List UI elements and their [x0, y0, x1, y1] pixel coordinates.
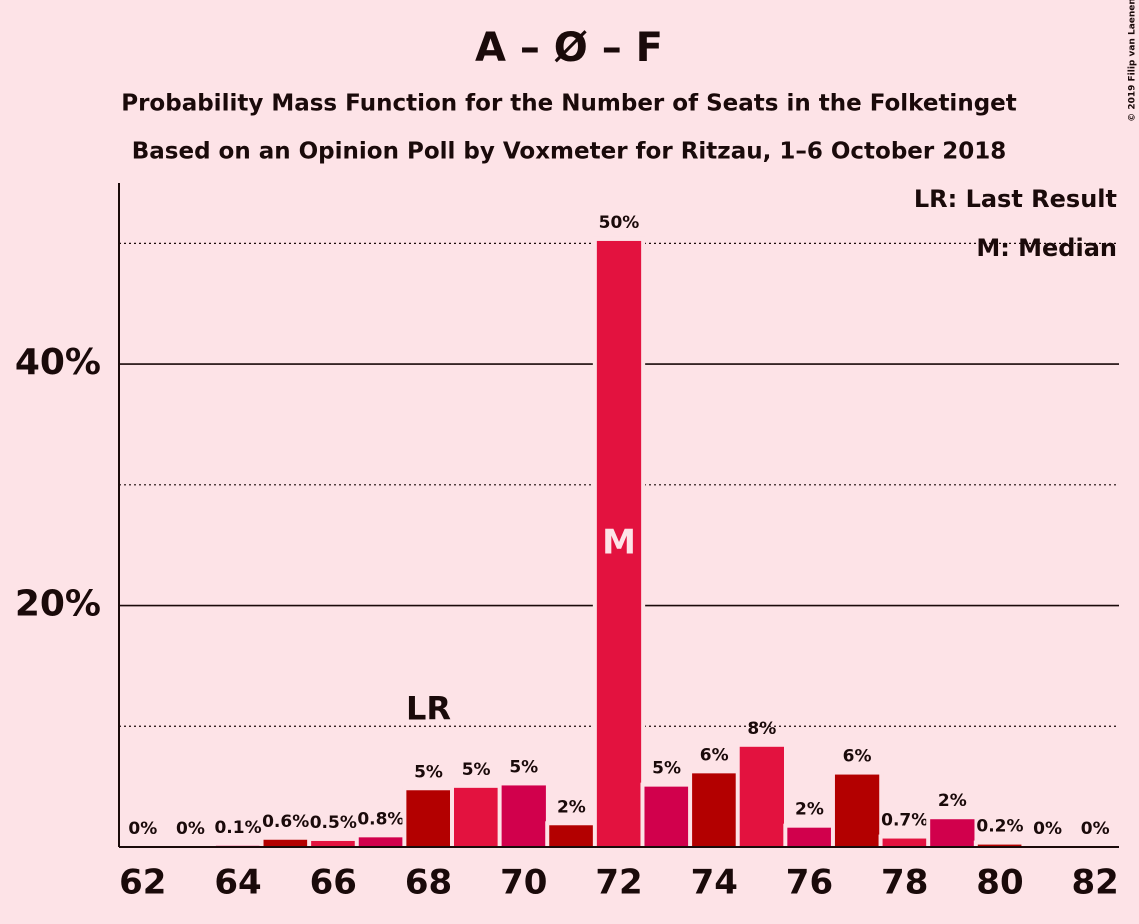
legend-entry: LR: Last Result [914, 185, 1117, 213]
x-tick-label: 66 [310, 863, 357, 903]
bar [454, 787, 499, 847]
value-label: 5% [652, 759, 681, 779]
x-tick-label: 74 [691, 863, 738, 903]
value-label: 0.6% [262, 812, 309, 832]
x-tick-label: 80 [976, 863, 1023, 903]
value-label: 5% [462, 760, 491, 780]
value-label: 2% [795, 800, 824, 820]
bar-gap [211, 841, 265, 847]
bar [549, 825, 594, 847]
bar [263, 839, 308, 847]
value-label: 0.8% [357, 809, 404, 829]
value-label: 0.7% [881, 811, 928, 831]
bar [644, 786, 689, 847]
median-marker: M [602, 522, 636, 562]
y-tick-label: 40% [15, 342, 101, 383]
bar-gap [164, 843, 217, 847]
bar [882, 838, 927, 847]
value-label: 0% [176, 819, 205, 839]
x-tick-label: 64 [214, 863, 261, 903]
bar [692, 773, 737, 847]
bar-gap [1021, 843, 1074, 847]
x-tick-label: 68 [405, 863, 452, 903]
value-label: 2% [557, 797, 586, 817]
legend-entry: M: Median [976, 234, 1117, 262]
bar [739, 746, 784, 847]
bar [787, 827, 832, 847]
x-tick-label: 72 [595, 863, 642, 903]
bar-gap [116, 843, 169, 847]
value-label: 50% [599, 213, 640, 233]
value-label: 2% [938, 791, 967, 811]
value-label: 0.5% [310, 813, 357, 833]
value-label: 0% [1081, 819, 1110, 839]
bar [501, 785, 546, 847]
x-tick-label: 78 [881, 863, 928, 903]
value-label: 0% [1033, 819, 1062, 839]
value-label: 0% [128, 819, 157, 839]
value-label: 8% [747, 719, 776, 739]
bar [834, 774, 880, 847]
x-tick-label: 76 [786, 863, 833, 903]
bar [596, 240, 642, 847]
chart-subtitle: Probability Mass Function for the Number… [121, 91, 1017, 117]
chart-subtitle: Based on an Opinion Poll by Voxmeter for… [132, 139, 1007, 165]
x-tick-label: 70 [500, 863, 547, 903]
bar [977, 844, 1023, 847]
last-result-marker: LR [406, 689, 451, 727]
bar [930, 819, 975, 847]
value-label: 6% [700, 745, 729, 765]
copyright: © 2019 Filip van Laenen [1128, 0, 1138, 122]
value-label: 5% [414, 762, 443, 782]
bar [406, 790, 451, 847]
bar [311, 840, 356, 847]
bar-gap [973, 840, 1027, 847]
chart-title: A – Ø – F [475, 25, 663, 71]
x-tick-label: 82 [1072, 863, 1119, 903]
value-label: 6% [843, 747, 872, 767]
bar [358, 837, 404, 847]
y-tick-label: 20% [15, 584, 101, 625]
x-tick-label: 62 [119, 863, 166, 903]
value-label: 0.2% [976, 817, 1023, 837]
value-label: 5% [509, 757, 538, 777]
bar-gap [1069, 843, 1122, 847]
value-label: 0.1% [214, 818, 261, 838]
